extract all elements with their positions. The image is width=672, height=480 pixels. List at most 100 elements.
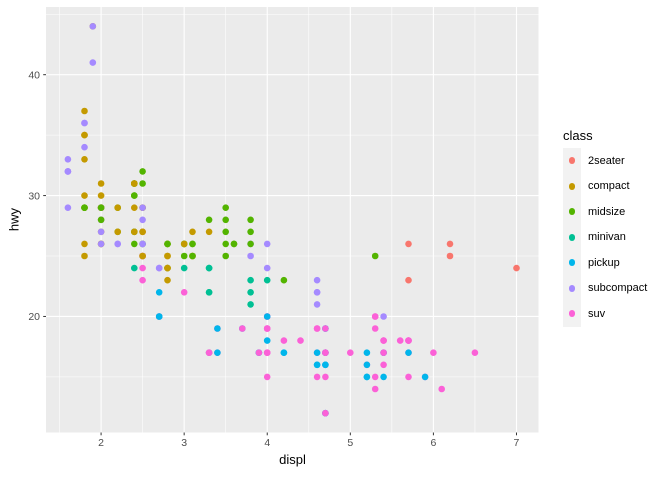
legend-entry: midsize — [563, 199, 647, 225]
legend-entry-label: suv — [588, 307, 606, 320]
data-point — [131, 264, 138, 272]
data-point — [139, 240, 146, 248]
data-point — [114, 228, 121, 236]
data-point — [371, 325, 379, 332]
data-point — [322, 349, 329, 357]
legend-key — [563, 275, 581, 301]
data-point — [247, 252, 254, 260]
data-point — [322, 325, 329, 332]
data-point — [97, 216, 105, 224]
data-point — [180, 240, 188, 248]
legend-key — [563, 173, 581, 199]
x-tick-label: 2 — [98, 437, 104, 449]
data-point — [97, 240, 105, 248]
data-point — [81, 107, 88, 115]
legend-entries: 2seater compact midsize minivan pickup subcom… — [563, 148, 647, 327]
x-axis-title: displ — [279, 452, 306, 467]
data-point — [430, 349, 437, 357]
data-point — [81, 119, 88, 127]
data-point — [263, 240, 271, 248]
data-point — [313, 361, 321, 369]
data-point — [263, 337, 271, 344]
data-point — [247, 289, 254, 296]
data-point — [313, 301, 321, 308]
legend-entry: 2seater — [563, 148, 647, 174]
data-point — [222, 204, 229, 211]
data-point — [114, 240, 121, 248]
data-point — [89, 59, 97, 66]
data-point — [280, 337, 288, 344]
data-point — [322, 361, 329, 369]
y-tick-label: 30 — [28, 190, 40, 202]
data-point — [139, 264, 146, 272]
data-point — [139, 276, 146, 284]
data-point — [205, 289, 213, 296]
data-point — [380, 337, 387, 344]
data-point — [97, 204, 105, 211]
data-point — [81, 156, 88, 163]
x-tick-label: 5 — [347, 437, 353, 449]
data-point — [164, 252, 171, 260]
data-point — [263, 325, 271, 332]
legend: class 2seater compact midsize minivan pickup… — [563, 128, 647, 327]
data-point — [371, 373, 379, 381]
data-point — [155, 289, 163, 296]
data-point — [263, 276, 271, 284]
data-point — [222, 216, 229, 224]
legend-point-icon — [568, 310, 576, 318]
data-point — [513, 264, 520, 272]
data-point — [313, 373, 321, 381]
legend-entry: pickup — [563, 250, 647, 276]
data-point — [155, 264, 163, 272]
data-point — [139, 180, 146, 187]
data-point — [139, 228, 146, 236]
data-point — [247, 228, 254, 236]
legend-point-icon — [568, 284, 576, 292]
legend-key — [563, 199, 581, 225]
data-point — [322, 409, 329, 417]
data-point — [405, 373, 412, 381]
data-point — [139, 204, 146, 211]
y-tick-label: 40 — [28, 69, 40, 81]
data-point — [313, 325, 321, 332]
x-tick-label: 4 — [264, 437, 270, 449]
legend-entry-label: 2seater — [588, 154, 625, 167]
data-point — [380, 349, 387, 357]
data-point — [313, 289, 321, 296]
data-point — [131, 240, 138, 248]
data-point — [164, 276, 171, 284]
x-tick-label: 6 — [430, 437, 436, 449]
data-point — [64, 168, 72, 175]
x-tick-label: 3 — [181, 437, 187, 449]
data-point — [263, 349, 271, 357]
legend-point-icon — [568, 233, 576, 241]
data-point — [405, 349, 412, 357]
legend-key — [563, 148, 581, 174]
data-point — [205, 349, 213, 357]
legend-entry-label: midsize — [588, 205, 626, 218]
data-point — [363, 349, 371, 357]
data-point — [189, 240, 196, 248]
legend-title: class — [563, 128, 593, 143]
y-axis-title: hwy — [6, 207, 22, 232]
data-point — [180, 252, 188, 260]
legend-entry-label: pickup — [588, 256, 620, 269]
data-point — [247, 216, 254, 224]
legend-entry: minivan — [563, 224, 647, 250]
data-point — [446, 240, 454, 248]
data-point — [131, 204, 138, 211]
legend-entry: subcompact — [563, 275, 647, 301]
data-point — [297, 337, 304, 344]
data-point — [396, 337, 404, 344]
data-point — [155, 313, 163, 320]
data-point — [131, 228, 138, 236]
legend-point-icon — [568, 259, 576, 267]
data-point — [97, 192, 105, 199]
data-point — [446, 252, 454, 260]
legend-entry: compact — [563, 173, 647, 199]
data-point — [131, 192, 138, 199]
data-point — [97, 180, 105, 187]
data-point — [222, 228, 229, 236]
